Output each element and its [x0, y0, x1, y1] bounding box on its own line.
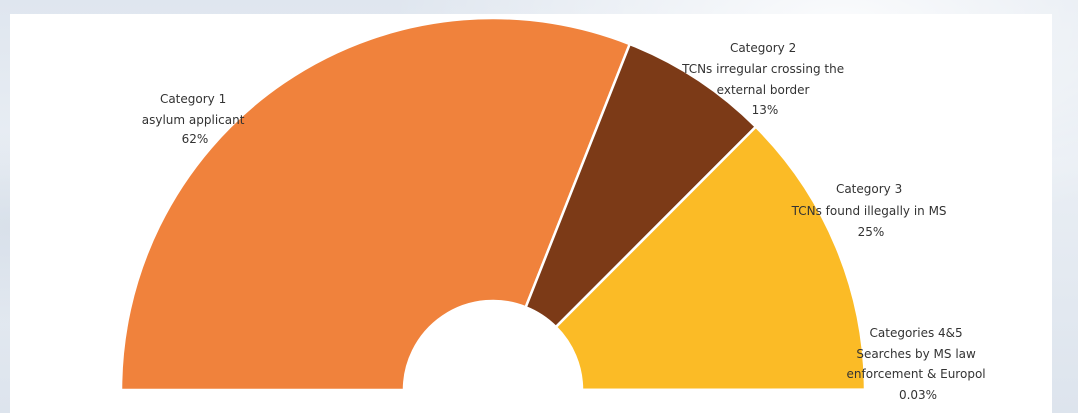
- label-category-1-value: 62%: [182, 132, 209, 146]
- label-categories-4-5-value: 0.03%: [899, 388, 937, 402]
- label-categories-4-5-desc-2: enforcement & Europol: [847, 367, 986, 381]
- slices-group: [119, 16, 867, 392]
- label-category-3-value: 25%: [858, 225, 885, 239]
- label-category-2-desc-1: TCNs irregular crossing the: [681, 62, 844, 76]
- slice-2: [524, 42, 758, 329]
- label-category-2-title: Category 2: [730, 41, 796, 55]
- slice-3: [554, 125, 867, 392]
- label-category-2-desc-2: external border: [717, 83, 810, 97]
- label-categories-4-5-desc-1: Searches by MS law: [856, 347, 976, 361]
- label-category-1-desc: asylum applicant: [142, 113, 245, 127]
- label-category-1-title: Category 1: [160, 92, 226, 106]
- slice-1: [119, 16, 632, 392]
- label-category-3-title: Category 3: [836, 182, 902, 196]
- label-category-2: Category 2 TCNs irregular crossing the e…: [681, 41, 848, 117]
- label-category-3-desc: TCNs found illegally in MS: [791, 204, 947, 218]
- label-category-3: Category 3 TCNs found illegally in MS 25…: [791, 182, 951, 239]
- label-category-2-value: 13%: [752, 103, 779, 117]
- label-category-1: Category 1 asylum applicant 62%: [142, 92, 249, 146]
- label-categories-4-5-title: Categories 4&5: [870, 326, 963, 340]
- label-categories-4-5: Categories 4&5 Searches by MS law enforc…: [847, 326, 990, 402]
